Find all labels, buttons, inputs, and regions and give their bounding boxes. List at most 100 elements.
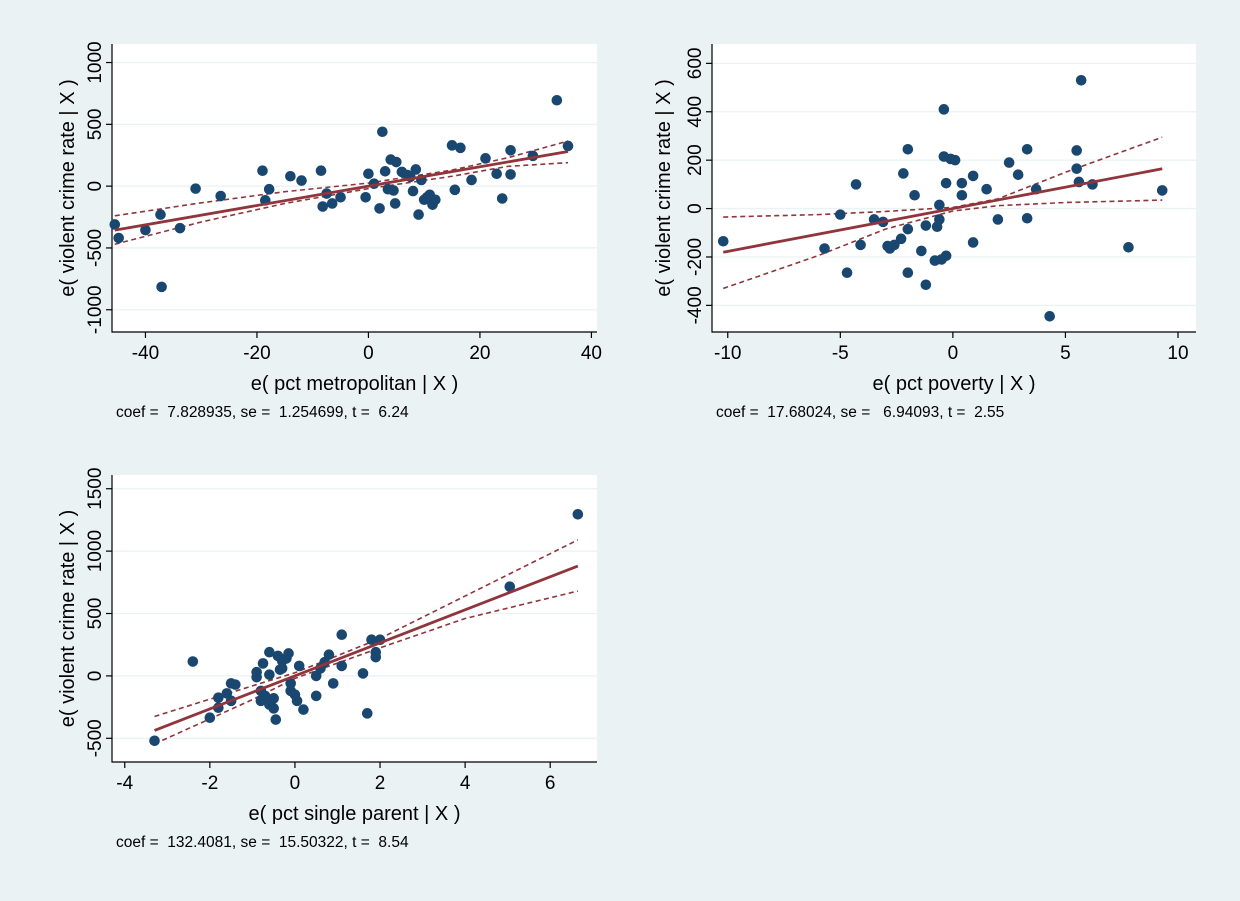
data-point-metropolitan — [449, 184, 461, 196]
data-point-poverty — [835, 209, 846, 220]
ci-upper-single-parent — [154, 539, 579, 718]
data-point-metropolitan — [263, 183, 275, 195]
data-point-single-parent — [264, 669, 275, 680]
data-point-single-parent — [149, 735, 160, 747]
data-point-poverty — [949, 154, 961, 166]
data-point-single-parent — [259, 690, 271, 702]
data-point-single-parent — [370, 646, 382, 658]
x-axis-title-metropolitan: e( pct metropolitan | X ) — [251, 373, 459, 395]
data-point-poverty — [1123, 241, 1134, 253]
y-tick-label-single-parent: 500 — [85, 598, 106, 630]
y-tick-label-single-parent: 1000 — [85, 530, 106, 572]
data-point-metropolitan — [360, 191, 371, 203]
data-point-poverty — [967, 237, 979, 248]
data-point-poverty — [902, 223, 914, 235]
data-point-single-parent — [361, 708, 373, 719]
fit-line-metropolitan — [114, 150, 569, 232]
data-point-poverty — [889, 239, 900, 251]
data-point-poverty — [920, 279, 932, 291]
data-point-single-parent — [310, 690, 322, 702]
x-tick-label-poverty: -10 — [714, 343, 741, 364]
data-point-metropolitan — [391, 156, 402, 168]
y-tick-label-single-parent: 1500 — [85, 468, 106, 510]
data-point-metropolitan — [389, 198, 401, 209]
fit-line-poverty — [722, 167, 1163, 254]
data-point-metropolitan — [413, 209, 424, 220]
data-point-metropolitan — [363, 168, 374, 180]
data-point-poverty — [1021, 212, 1033, 224]
data-point-poverty — [934, 214, 945, 225]
data-point-metropolitan — [446, 140, 458, 151]
data-point-metropolitan — [388, 185, 399, 196]
data-point-single-parent — [276, 663, 288, 674]
data-point-metropolitan — [113, 232, 124, 244]
data-point-metropolitan — [505, 145, 516, 156]
data-point-single-parent — [357, 668, 369, 679]
ci-upper-metropolitan — [114, 140, 569, 217]
plot-poverty: -10 -5 0 5 10 -400 -200 0 200 400 600 e( pct povert… — [653, 44, 1196, 395]
data-point-single-parent — [298, 704, 309, 715]
y-tick-label-poverty: 400 — [685, 96, 706, 128]
data-point-metropolitan — [155, 209, 166, 220]
data-point-single-parent — [572, 509, 584, 520]
data-point-metropolitan — [374, 203, 385, 214]
data-point-poverty — [940, 250, 952, 262]
data-point-metropolitan — [215, 190, 227, 202]
plot-single-parent: -4 -2 0 2 4 6 -500 0 500 1000 1500 e( pct single pa… — [57, 468, 597, 825]
data-point-poverty — [909, 189, 920, 201]
data-point-metropolitan — [430, 194, 441, 206]
data-point-metropolitan — [326, 198, 338, 209]
y-tick-label-metropolitan: 0 — [85, 181, 106, 192]
annotation-poverty: coef = 17.68024, se = 6.94093, t = 2.55 — [716, 404, 1005, 421]
x-tick-label-metropolitan: 20 — [469, 343, 490, 364]
data-point-poverty — [981, 183, 992, 195]
data-point-single-parent — [336, 660, 348, 672]
data-point-metropolitan — [496, 193, 508, 204]
x-tick-label-single-parent: 6 — [545, 773, 556, 794]
data-point-metropolitan — [491, 168, 502, 180]
data-point-metropolitan — [174, 222, 186, 234]
x-tick-label-metropolitan: 40 — [581, 343, 602, 364]
y-tick-label-metropolitan: 1000 — [85, 41, 106, 83]
data-point-metropolitan — [140, 224, 151, 236]
x-tick-label-poverty: -5 — [832, 343, 849, 364]
x-tick-label-single-parent: -4 — [116, 773, 133, 794]
data-point-metropolitan — [466, 174, 477, 186]
data-point-poverty — [902, 143, 914, 155]
data-point-metropolitan — [296, 175, 307, 186]
data-point-metropolitan — [410, 164, 422, 175]
fit-line-single-parent — [154, 564, 579, 732]
data-point-poverty — [920, 220, 932, 231]
data-point-single-parent — [270, 714, 282, 725]
y-tick-label-single-parent: -500 — [85, 719, 106, 757]
data-point-metropolitan — [551, 94, 563, 106]
plot-metropolitan: -40 -20 0 20 40 -1000 -500 0 500 1000 e( pct metro… — [57, 41, 602, 395]
data-point-single-parent — [504, 581, 516, 592]
data-point-single-parent — [336, 629, 348, 641]
data-point-poverty — [895, 233, 907, 245]
data-point-poverty — [841, 267, 853, 279]
x-tick-label-metropolitan: -40 — [132, 343, 159, 364]
data-point-metropolitan — [455, 142, 466, 154]
data-point-poverty — [1012, 169, 1024, 180]
data-point-metropolitan — [505, 169, 516, 180]
data-point-single-parent — [323, 649, 335, 660]
data-point-single-parent — [251, 671, 262, 683]
data-point-poverty — [1071, 145, 1082, 156]
y-tick-label-metropolitan: -1000 — [85, 285, 106, 334]
plot-area-poverty — [712, 44, 1196, 332]
x-tick-label-single-parent: 0 — [290, 773, 301, 794]
data-point-metropolitan — [562, 140, 574, 152]
data-point-metropolitan — [285, 170, 296, 182]
data-point-metropolitan — [335, 191, 346, 203]
y-tick-label-poverty: 0 — [685, 203, 706, 214]
x-tick-label-single-parent: 4 — [460, 773, 471, 794]
y-tick-label-metropolitan: -500 — [85, 229, 106, 267]
x-tick-label-single-parent: -2 — [201, 773, 218, 794]
data-point-poverty — [1071, 163, 1082, 174]
data-point-metropolitan — [407, 185, 419, 197]
data-point-single-parent — [293, 660, 305, 672]
data-point-poverty — [902, 267, 914, 279]
data-point-metropolitan — [257, 165, 268, 176]
data-point-single-parent — [204, 712, 216, 724]
